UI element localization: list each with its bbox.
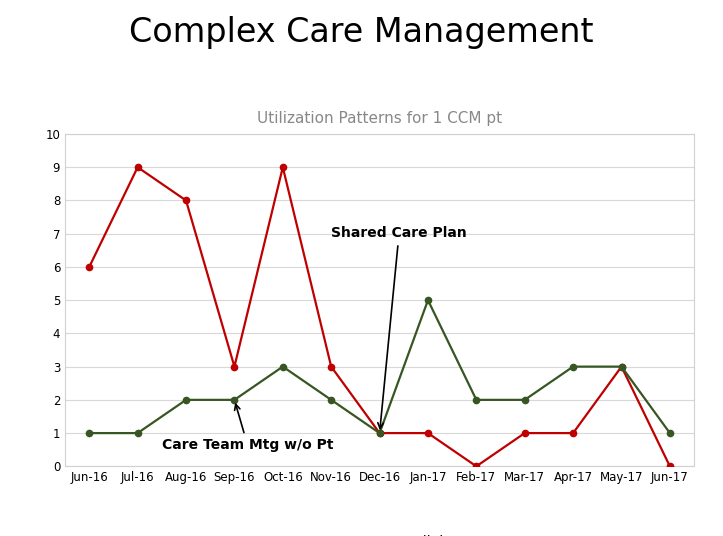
Text: Shared Care Plan: Shared Care Plan [331,226,467,428]
Legend: ER, In Clinic-Kept: ER, In Clinic-Kept [267,530,492,536]
Title: Utilization Patterns for 1 CCM pt: Utilization Patterns for 1 CCM pt [257,111,502,126]
Text: Care Team Mtg w/o Pt: Care Team Mtg w/o Pt [162,404,333,452]
Text: Complex Care Management: Complex Care Management [129,16,594,49]
